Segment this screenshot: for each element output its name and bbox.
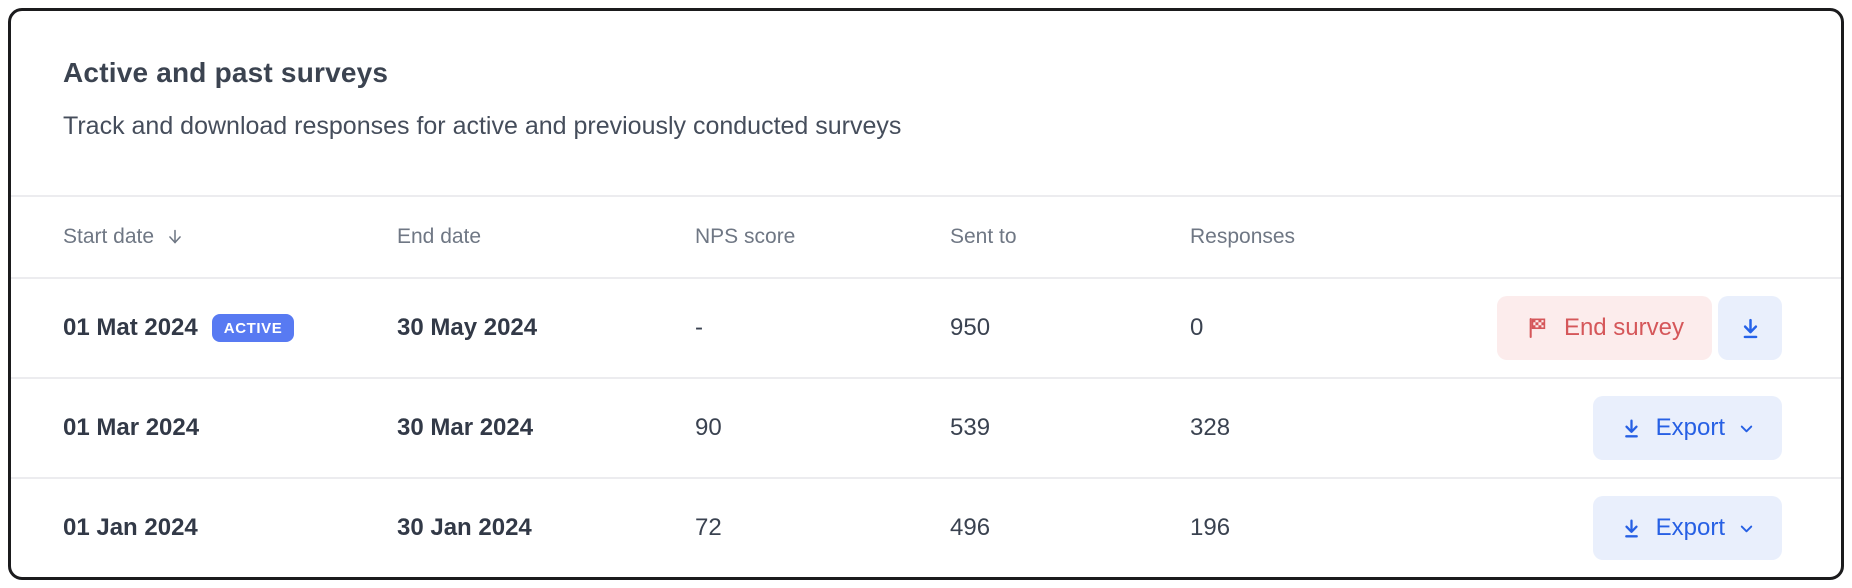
cell-end-date: 30 Mar 2024 (397, 414, 534, 441)
cell-sent-to: 496 (950, 514, 991, 541)
cell-end-date: 30 Jan 2024 (397, 514, 532, 541)
end-survey-label: End survey (1563, 314, 1684, 341)
card-header: Active and past surveys Track and downlo… (11, 11, 1841, 143)
download-icon (1737, 315, 1764, 342)
column-header-start-date[interactable]: Start date (63, 225, 397, 249)
column-header-responses[interactable]: Responses (1190, 225, 1296, 248)
cell-actions: End survey (1482, 296, 1782, 360)
page-title: Active and past surveys (63, 57, 389, 88)
surveys-table: Start date End date NPS score Sent to Re… (11, 195, 1841, 577)
download-icon (1619, 416, 1644, 441)
export-button[interactable]: Export (1592, 396, 1782, 460)
end-survey-button[interactable]: End survey (1496, 296, 1712, 360)
cell-responses: 328 (1190, 414, 1231, 441)
cell-nps-score: - (695, 314, 703, 341)
table-header-row: Start date End date NPS score Sent to Re… (11, 195, 1841, 277)
cell-actions: Export (1482, 396, 1782, 460)
column-header-label: Start date (63, 225, 155, 248)
sort-descending-icon (164, 226, 186, 248)
table-row: 01 Mar 2024 30 Mar 2024 90 539 328 Expor… (11, 377, 1841, 477)
download-icon (1619, 516, 1644, 541)
export-label: Export (1655, 414, 1725, 441)
cell-responses: 0 (1190, 314, 1204, 341)
export-button[interactable]: Export (1592, 496, 1782, 560)
cell-responses: 196 (1190, 514, 1231, 541)
cell-end-date: 30 May 2024 (397, 314, 538, 341)
chevron-down-icon (1737, 519, 1756, 538)
cell-start-date: 01 Mat 2024 ACTIVE (63, 314, 397, 342)
cell-actions: Export (1482, 496, 1782, 560)
column-header-end-date[interactable]: End date (397, 225, 482, 248)
download-button[interactable] (1718, 296, 1782, 360)
column-header-nps-score[interactable]: NPS score (695, 225, 796, 248)
chevron-down-icon (1737, 419, 1756, 438)
cell-sent-to: 950 (950, 314, 991, 341)
cell-start-date: 01 Jan 2024 (63, 514, 198, 541)
cell-nps-score: 90 (695, 414, 722, 441)
cell-sent-to: 539 (950, 414, 991, 441)
page-subtitle: Track and download responses for active … (63, 112, 902, 140)
start-date-value: 01 Mat 2024 (63, 314, 198, 341)
surveys-card: Active and past surveys Track and downlo… (8, 8, 1844, 580)
cell-start-date: 01 Mar 2024 (63, 414, 200, 441)
table-row-active-survey: 01 Mat 2024 ACTIVE 30 May 2024 - 950 0 (11, 277, 1841, 377)
checkered-flag-icon (1525, 315, 1551, 341)
table-row: 01 Jan 2024 30 Jan 2024 72 496 196 Expor… (11, 477, 1841, 577)
status-badge-active: ACTIVE (211, 314, 295, 342)
cell-nps-score: 72 (695, 514, 722, 541)
column-header-sent-to[interactable]: Sent to (950, 225, 1017, 248)
export-label: Export (1655, 514, 1725, 541)
